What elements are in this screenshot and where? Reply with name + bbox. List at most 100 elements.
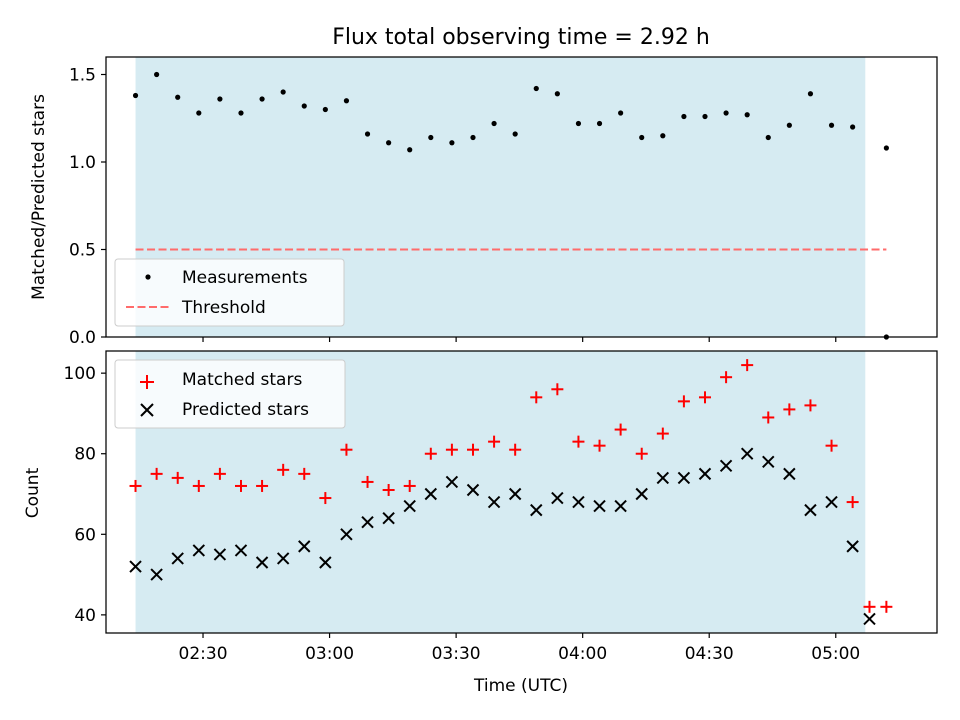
predicted-stars-point [677,471,691,485]
measurement-point [175,94,181,100]
top-ytick-label: 0.0 [69,328,96,348]
top-plot-frame [105,56,938,338]
measurement-point [702,113,708,120]
bottom-ytick-label: 60 [74,525,96,545]
bottom-panel: 40 60 80 100 02:30 03:00 03:30 04:00 04:30 05:00… [23,350,938,696]
bottom-plot-frame [105,350,938,634]
xtick-label: 03:00 [305,644,354,664]
predicted-stars-point [403,499,416,513]
matched-stars-point [677,395,690,408]
predicted-stars-point [445,475,459,489]
matched-stars-point [783,403,796,416]
predicted-stars-point [783,467,796,481]
figure-title: Flux total observing time = 2.92 h [332,25,710,50]
predicted-stars-point [551,491,564,505]
legend-threshold-label: Threshold [181,298,266,318]
top-legend-box [114,258,345,327]
predicted-stars-point [762,455,775,468]
xtick-label: 04:00 [558,644,607,664]
predicted-stars-point [508,487,522,501]
matched-stars-point [171,471,184,484]
matched-stars-point [298,467,311,480]
matched-stars-point [698,391,711,404]
measurement-point [407,147,413,153]
predicted-stars-point [255,556,269,569]
matched-stars-point [720,371,733,384]
predicted-stars-point [213,548,227,561]
xtick-label: 03:30 [432,644,481,664]
legend-predicted-label: Predicted stars [182,400,309,420]
predicted-stars-point [656,471,670,485]
matched-stars-point [213,467,226,480]
matched-stars-point [192,479,205,492]
predicted-stars-point [298,540,311,553]
measurement-point [449,140,455,146]
matched-stars-point [488,435,501,448]
bottom-ylabel: Count [23,467,43,518]
matched-stars-point [572,435,585,448]
predicted-stars-point [740,447,754,460]
bottom-legend-box [114,359,346,429]
matched-stars-point [825,439,838,452]
matched-stars-point [361,475,374,488]
measurement-point [301,103,307,109]
matched-stars-point [319,492,332,505]
measurement-point [428,134,434,141]
measurement-point [132,92,139,99]
matched-stars-point [656,427,669,440]
bottom-ytick-label: 40 [74,606,96,626]
predicted-stars-point [593,499,606,513]
predicted-stars-point [698,467,712,481]
predicted-stars-point [466,483,480,497]
top-legend: Measurements Threshold [114,258,345,327]
measurement-point [554,91,560,97]
predicted-stars-point [234,544,248,557]
matched-stars-point [445,443,458,456]
predicted-stars-point [614,499,627,513]
predicted-stars-point [192,544,206,557]
matched-stars-point [804,399,817,412]
predicted-stars-point [487,495,501,509]
predicted-stars-point [635,487,648,501]
measurement-point [238,110,244,116]
legend-matched-label: Matched stars [182,370,302,390]
predicted-stars-point [340,528,353,541]
predicted-stars-point [129,560,142,573]
matched-stars-point [234,479,247,492]
measurement-point [322,106,328,113]
measurement-point [217,96,223,102]
measurement-point [364,131,371,137]
top-ytick-label: 1.0 [69,153,96,173]
xtick-label: 02:30 [179,644,228,664]
matched-stars-point [382,483,395,496]
measurement-point [618,110,624,116]
measurement-point [196,110,202,116]
predicted-stars-point [150,568,163,581]
measurement-point [765,134,771,141]
matched-stars-point [614,423,627,436]
predicted-stars-point [572,495,585,509]
legend-measurements-label: Measurements [182,268,308,288]
predicted-stars-point [530,503,543,517]
measurement-point [575,120,582,127]
matched-stars-point [846,496,859,509]
predicted-stars-point [863,612,876,626]
matched-stars-point [880,600,893,613]
matched-stars-point [593,439,606,452]
measurement-point [280,89,286,95]
bottom-ytick-label: 80 [74,445,96,465]
matched-stars-point [863,600,876,613]
measurement-point [259,96,265,102]
predicted-stars-point [424,487,438,501]
measurement-point [512,131,518,137]
predicted-stars-point [846,540,859,553]
measurement-point [491,120,497,127]
measurement-point [660,133,666,139]
matched-stars-point [635,447,648,460]
measurement-point [681,113,687,120]
legend-measurements-marker [145,274,151,280]
matched-stars-point [509,443,522,456]
matched-stars-point [403,479,416,492]
top-ylabel: Matched/Predicted stars [29,94,49,300]
